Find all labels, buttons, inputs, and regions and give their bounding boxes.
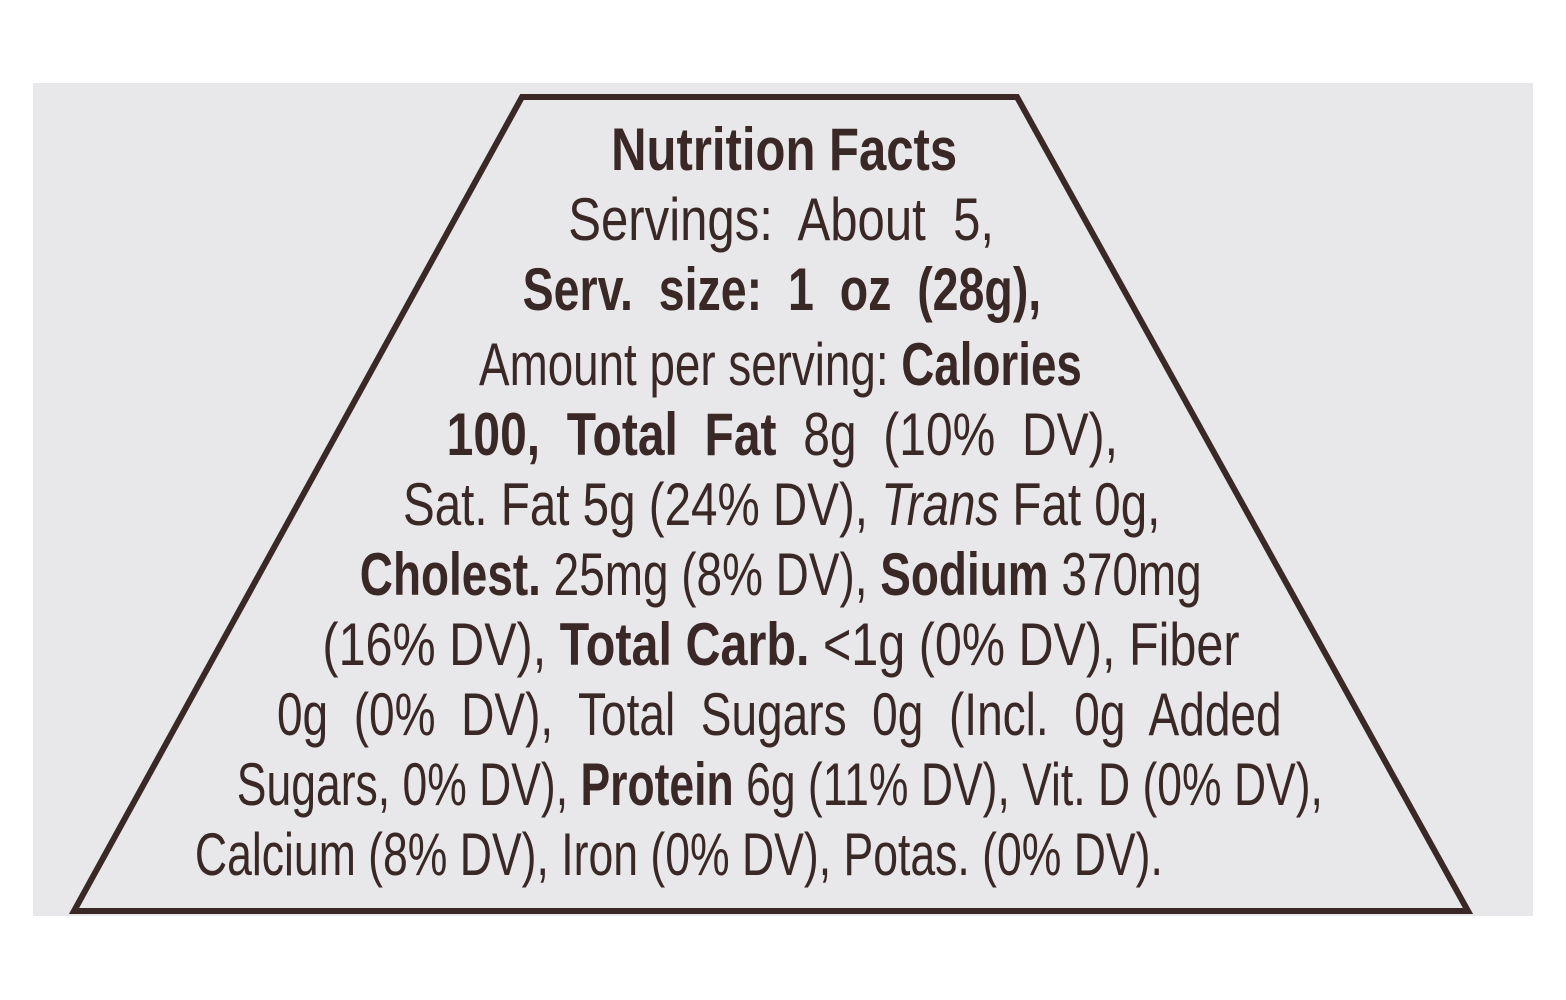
label-line: 0g (0% DV), Total Sugars 0g (Incl. 0g Ad… xyxy=(213,681,1320,748)
text-segment: <1g (0% DV), Fiber xyxy=(809,611,1239,678)
text-segment: Calories xyxy=(901,331,1082,398)
label-line: Sugars, 0% DV), Protein 6g (11% DV), Vit… xyxy=(175,751,1360,818)
text-segment: Trans xyxy=(881,471,999,538)
label-line: (16% DV), Total Carb. <1g (0% DV), Fiber xyxy=(255,611,1280,678)
label-panel xyxy=(33,83,1533,916)
text-segment: 8g (10% DV), xyxy=(777,401,1118,468)
text-segment: Total Carb. xyxy=(560,611,810,678)
text-segment: 370mg xyxy=(1049,541,1202,608)
trapezoid-border xyxy=(68,94,1474,914)
label-line: Amount per serving: Calories xyxy=(418,331,1120,398)
text-segment: Amount per serving: xyxy=(479,331,901,398)
text-segment: Sugars, 0% DV), xyxy=(237,751,581,818)
text-segment: 100, Total Fat xyxy=(447,401,777,468)
heading: Nutrition Facts xyxy=(611,116,957,183)
text-segment: Serv. size: 1 oz (28g), xyxy=(523,256,1042,323)
label-line: Serv. size: 1 oz (28g), xyxy=(458,256,1080,323)
text-segment: Calcium (8% DV), Iron (0% DV), Potas. (0… xyxy=(195,821,1163,888)
text-segment: Cholest. xyxy=(360,541,541,608)
label-line: Sat. Fat 5g (24% DV), Trans Fat 0g, xyxy=(337,471,1200,538)
label-line: Cholest. 25mg (8% DV), Sodium 370mg xyxy=(296,541,1240,608)
text-segment: Servings: About 5, xyxy=(568,186,994,253)
text-segment: 0g (0% DV), Total Sugars 0g (Incl. 0g Ad… xyxy=(277,681,1282,748)
text-segment: (16% DV), xyxy=(322,611,559,678)
text-segment: Protein xyxy=(580,751,733,818)
text-segment: Sat. Fat 5g (24% DV), xyxy=(403,471,881,538)
label-line: Nutrition Facts xyxy=(543,116,998,183)
label-line: 100, Total Fat 8g (10% DV), xyxy=(380,401,1158,468)
text-segment: Sodium xyxy=(880,541,1048,608)
text-segment: 25mg (8% DV), xyxy=(541,541,880,608)
text-segment: 6g (11% DV), Vit. D (0% DV), xyxy=(734,751,1323,818)
label-line: Calcium (8% DV), Iron (0% DV), Potas. (0… xyxy=(133,821,1200,888)
label-line: Servings: About 5, xyxy=(500,186,1035,253)
text-segment: Fat 0g, xyxy=(999,471,1160,538)
